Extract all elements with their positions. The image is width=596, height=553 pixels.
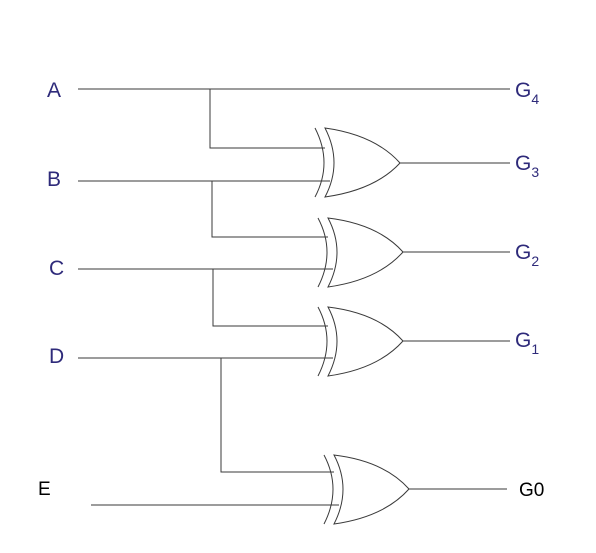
input-label-c: C <box>49 257 64 280</box>
branch-c-to-g1 <box>212 269 328 327</box>
output-label-g4: G4 <box>515 79 539 107</box>
branch-d-to-g0 <box>220 358 334 473</box>
xor-gate-g0 <box>323 454 410 525</box>
output-label-g3: G3 <box>515 152 539 180</box>
xor-gate-g2 <box>317 217 404 288</box>
input-label-a: A <box>47 79 61 102</box>
output-label-g0: G0 <box>519 480 544 501</box>
branch-b-to-g2 <box>211 181 328 238</box>
input-label-d: D <box>49 345 64 368</box>
xor-gate-g3 <box>314 127 401 198</box>
output-label-g1: G1 <box>515 329 539 357</box>
xor-gate-g1 <box>317 306 404 377</box>
input-label-b: B <box>47 168 61 191</box>
output-label-g2: G2 <box>515 241 539 269</box>
branch-a-to-g3 <box>209 89 325 149</box>
input-label-e: E <box>38 479 51 500</box>
